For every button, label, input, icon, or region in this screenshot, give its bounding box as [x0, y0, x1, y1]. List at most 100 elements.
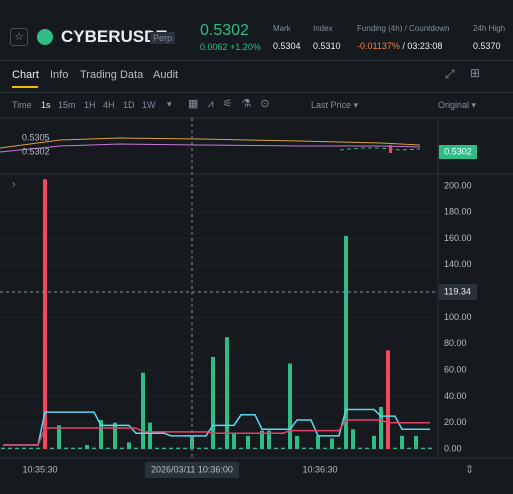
volume-bar: [246, 435, 250, 449]
change-abs: 0.0062: [200, 42, 228, 52]
symbol[interactable]: CYBERUSDT: [61, 27, 167, 46]
volume-bar: [162, 447, 166, 449]
y-tick-label: 60.00: [444, 364, 467, 374]
y-tick-label: 20.00: [444, 417, 467, 427]
volume-bar: [197, 447, 201, 449]
scale-icon[interactable]: ⇕: [465, 464, 474, 476]
expand-icon[interactable]: ⤢: [445, 67, 455, 81]
interval[interactable]: 15m: [58, 100, 76, 110]
crosshair-label: 119.34: [444, 286, 471, 296]
x-tick-label: 2026/03/11 10:36:00: [151, 464, 233, 474]
volume-bar: [428, 447, 432, 449]
volume-pane: 0.0020.0040.0060.0080.00100.00120.00140.…: [0, 118, 477, 478]
last-price: 0.5302: [444, 146, 472, 156]
tab[interactable]: Chart: [12, 69, 39, 81]
volume-bar: [218, 447, 222, 449]
volume-bar: [379, 406, 383, 449]
y-tick-label: 140.00: [444, 259, 472, 269]
volume-bar: [281, 447, 285, 449]
ma-line: [3, 408, 430, 446]
volume-bar: [120, 447, 124, 449]
volume-bar: [113, 422, 117, 449]
interval[interactable]: 4H: [103, 100, 115, 110]
volume-bar: [36, 447, 40, 449]
volume-bar: [232, 433, 236, 449]
volume-bar: [64, 447, 68, 449]
volume-bar: [421, 447, 425, 449]
y-tick-label: 200.00: [444, 180, 472, 190]
volume-bar: [71, 447, 75, 449]
volume-bar: [127, 442, 131, 449]
volume-bar: [204, 447, 208, 449]
volume-bar: [176, 447, 180, 449]
y-tick-label: 40.00: [444, 391, 467, 401]
volume-bar: [407, 447, 411, 449]
price-label: 0.5302: [22, 146, 50, 156]
volume-bar: [99, 420, 103, 449]
collapse-icon[interactable]: ›: [12, 179, 16, 191]
grid-icon[interactable]: ⊞: [470, 66, 481, 80]
volume-bar: [372, 435, 376, 449]
badge: Perp: [150, 32, 176, 44]
volume-bar: [225, 337, 229, 449]
interval[interactable]: 1D: [123, 100, 135, 110]
interval[interactable]: 1W: [142, 100, 156, 110]
volume-bar: [295, 435, 299, 449]
volume-bar: [141, 372, 145, 449]
tab-indicator: [12, 86, 38, 88]
volume-bar: [309, 447, 313, 449]
volume-bar: [50, 447, 54, 449]
interval[interactable]: 1s: [41, 100, 51, 110]
change-pct: +1.20%: [230, 42, 261, 52]
volume-bar: [106, 447, 110, 449]
dropdown[interactable]: ▾: [167, 99, 172, 109]
candle: [389, 145, 392, 153]
divider: [0, 60, 513, 61]
volume-bar: [57, 425, 61, 449]
stat-label: Mark: [273, 24, 291, 33]
y-tick-label: 100.00: [444, 312, 472, 322]
volume-bar: [239, 447, 243, 449]
volume-bar: [169, 447, 173, 449]
volume-bar: [330, 438, 334, 449]
crosshair-time-tag: [145, 462, 239, 478]
stat-label: Funding (4h) / Countdown: [357, 24, 450, 33]
tab[interactable]: Trading Data: [80, 69, 144, 81]
stat-value: 0.5370: [473, 41, 501, 51]
volume-bar: [316, 435, 320, 449]
volume-bar: [260, 430, 264, 449]
volume-bar: [211, 356, 215, 449]
tab[interactable]: Audit: [153, 69, 179, 81]
price-type[interactable]: Last Price ▾: [311, 100, 359, 110]
y-tick-label: 0.00: [444, 443, 462, 453]
volume-bar: [386, 350, 390, 449]
view[interactable]: Original ▾: [438, 100, 477, 110]
price-ma: [0, 137, 421, 149]
volume-bar: [43, 179, 47, 449]
volume-bar: [414, 435, 418, 449]
toolbar-time: Time: [12, 100, 32, 110]
price-line: [339, 147, 421, 151]
volume-bar: [358, 447, 362, 449]
volume-bar: [288, 363, 292, 449]
interval[interactable]: 1H: [84, 100, 96, 110]
tool-icons[interactable]: ▦⩘⚟⚗⊙: [188, 98, 279, 110]
volume-bar: [267, 430, 271, 449]
volume-bar: [29, 447, 33, 449]
volume-bar: [15, 447, 19, 449]
y-tick-label: 180.00: [444, 207, 472, 217]
favorite[interactable]: ☆: [10, 28, 28, 46]
volume-bar: [85, 445, 89, 449]
crosshair-tag: [439, 284, 477, 301]
volume-bar: [400, 435, 404, 449]
price-ma: [0, 143, 421, 153]
volume-bar: [393, 447, 397, 449]
token-icon: [37, 29, 53, 45]
volume-bar: [323, 447, 327, 449]
stat-label: Index: [313, 24, 333, 33]
volume-bar: [78, 447, 82, 449]
volume-bar: [351, 429, 355, 449]
tab[interactable]: Info: [50, 69, 69, 81]
